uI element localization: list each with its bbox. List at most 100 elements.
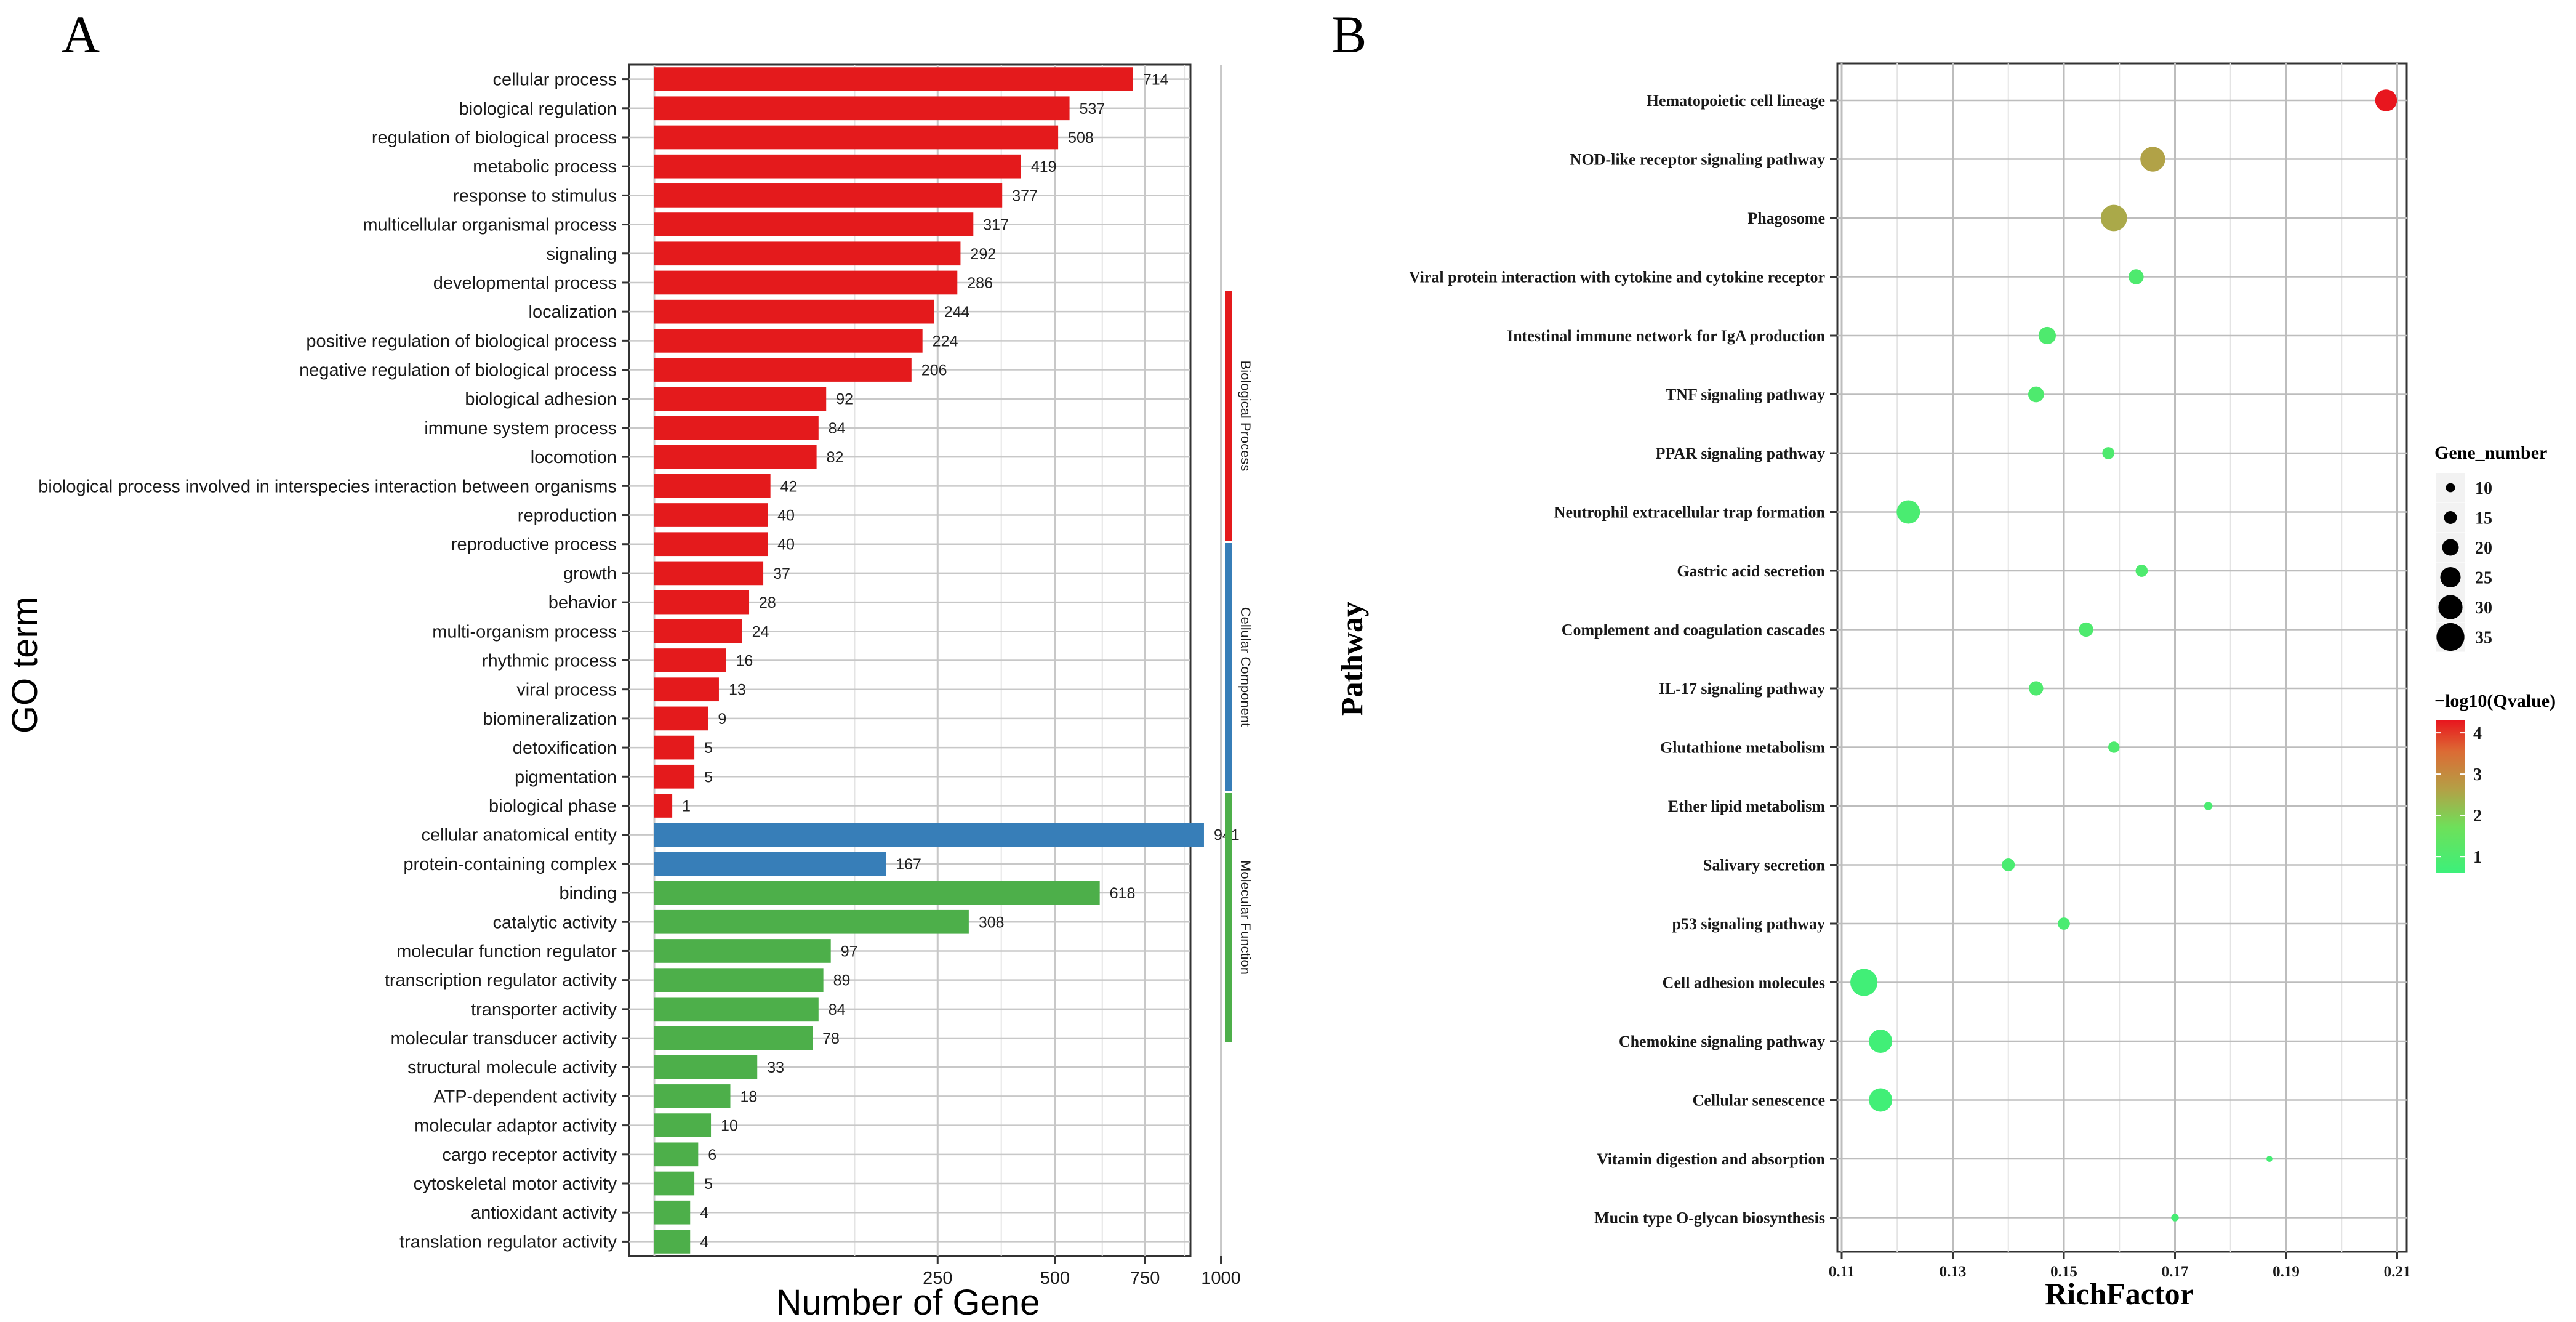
pathway-bubble [2028,386,2044,403]
category-label: molecular function regulator [396,941,617,961]
category-label: locomotion [531,448,617,467]
pathway-label: Intestinal immune network for IgA produc… [1507,327,1825,345]
pathway-bubble [2002,858,2015,871]
pathway-label: Neutrophil extracellular trap formation [1554,504,1826,522]
color-legend-label: 4 [2473,724,2482,743]
pathway-label: Mucin type O-glycan biosynthesis [1594,1209,1825,1227]
color-legend-label: 2 [2473,807,2482,826]
category-label: transcription regulator activity [385,971,617,991]
category-label: cellular anatomical entity [421,826,617,845]
size-legend-label: 30 [2475,599,2492,618]
category-label: cellular process [493,70,617,90]
bar-value-label: 5 [704,1175,713,1193]
category-label: biological process involved in interspec… [38,477,617,496]
pathway-labels: Hematopoietic cell lineage NOD-like recep… [1409,92,1837,1227]
size-legend-dot [2446,483,2455,493]
pathway-bubble [2029,681,2044,696]
bar-value-label: 9 [718,711,726,728]
bar-value-label: 224 [933,333,958,350]
group-label: Biological Process [1238,361,1253,472]
bar [654,503,768,527]
pathway-bubble [2102,447,2115,459]
category-label: biological regulation [459,99,617,119]
bar-value-label: 4 [700,1204,708,1222]
pathway-bubble [2058,917,2070,930]
category-label: signaling [547,244,617,264]
bar-value-label: 18 [740,1088,758,1105]
category-label: positive regulation of biological proces… [306,331,617,351]
bar-value-label: 4 [700,1233,708,1251]
bar [654,794,673,818]
bar [654,1026,813,1050]
size-legend-dot [2442,539,2459,556]
size-legend-dot [2436,623,2465,651]
x-tick-label: 0.19 [2273,1264,2300,1280]
category-label: antioxidant activity [471,1203,617,1223]
category-label: multi-organism process [432,622,617,642]
pathway-label: Phagosome [1747,209,1825,227]
bar-value-label: 5 [704,768,713,786]
group-strip [1225,543,1232,791]
color-legend-title: −log10(Qvalue) [2434,691,2556,711]
bar-value-label: 419 [1031,158,1057,175]
pathway-bubble [1869,1030,1893,1053]
bar-value-label: 1 [682,797,691,815]
bar-value-label: 5 [704,740,713,757]
category-label: biological phase [489,796,617,816]
bar [654,1171,695,1196]
bar [654,96,1070,121]
category-label: protein-containing complex [403,855,617,874]
size-legend-dot [2440,566,2461,588]
y-axis-title: Pathway [1334,602,1369,716]
pathway-bubble [2108,741,2120,753]
bar [654,1142,699,1167]
bar-value-label: 286 [967,275,993,292]
category-label: metabolic process [473,157,617,177]
group-label: Cellular Component [1238,607,1253,727]
pathway-bubble [2375,89,2397,111]
pathway-label: Salivary secretion [1703,856,1826,874]
size-legend-label: 15 [2475,509,2492,528]
ontology-group-strips: Biological Process Cellular Component Mole… [1225,291,1253,1042]
pathway-label: Cell adhesion molecules [1663,974,1825,992]
category-label: immune system process [424,419,617,438]
pathway-label: Vitamin digestion and absorption [1597,1150,1826,1168]
category-label: localization [529,302,617,322]
size-legend-label: 10 [2475,479,2492,498]
bar [654,1230,691,1254]
x-axis-title: Number of Gene [776,1283,1040,1322]
panel-label-b: B [1331,5,1366,64]
category-label: response to stimulus [453,186,617,206]
category-labels: cellular process biological regulation reg… [38,70,629,1252]
bar [654,241,961,266]
bar-value-label: 244 [944,304,970,321]
pathway-bubble [2079,622,2093,637]
size-legend-dot [2444,511,2457,524]
bar-value-label: 82 [827,449,844,466]
x-axis-title: RichFactor [2045,1276,2194,1311]
pathway-label: Cellular senescence [1693,1092,1825,1110]
bar [654,154,1021,179]
category-label: cytoskeletal motor activity [414,1174,617,1194]
bar-value-label: 33 [767,1059,784,1076]
y-axis-title: GO term [5,597,45,733]
x-tick-label: 0.13 [1940,1264,1967,1280]
bar-value-label: 92 [836,391,853,408]
pathway-bubble [1869,1088,1893,1112]
bubble-series [1850,89,2397,1222]
bar-value-label: 40 [777,536,795,554]
bar [654,706,708,731]
x-tick-label: 750 [1130,1268,1160,1288]
bar-value-label: 167 [896,856,921,873]
bar [654,299,934,324]
color-legend-label: 1 [2473,848,2482,867]
bar-value-label: 317 [983,217,1009,234]
bar-value-label: 42 [780,478,798,495]
size-legend-title: Gene_number [2434,443,2547,463]
bar [654,852,886,876]
color-legend-label: 3 [2473,765,2482,784]
bar-value-label: 89 [833,972,851,989]
bar-value-label: 84 [829,420,846,437]
bar [654,329,923,353]
pathway-bubble [2038,326,2056,345]
